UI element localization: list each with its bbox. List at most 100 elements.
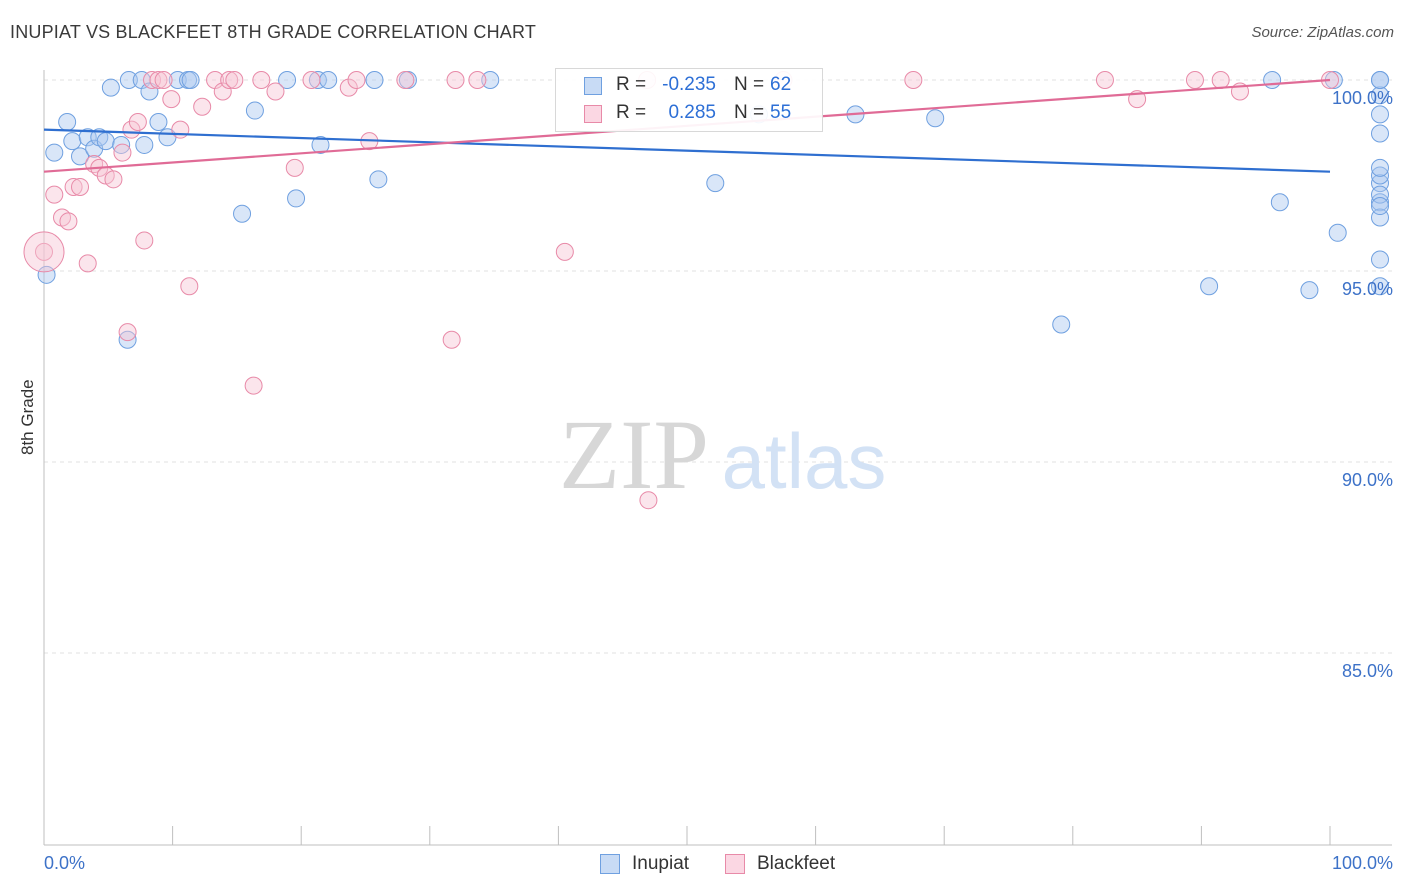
inupiat-point [45,143,64,162]
n-label: N = [734,102,765,123]
tick-labels: 100.0% 95.0% 90.0% 85.0% 0.0% 100.0% [44,88,1393,873]
inupiat-point [168,71,187,89]
blackfeet-point [555,242,574,261]
inupiat-point [1371,86,1389,105]
inupiat-point [96,132,115,151]
blackfeet-point-large [23,231,65,273]
blackfeet-point [285,158,304,177]
n-value: 62 [770,74,792,95]
blackfeet-point [149,71,168,89]
inupiat-point [149,113,168,132]
inupiat-point [1371,193,1389,212]
blackfeet-point [213,82,232,101]
blackfeet-point [122,120,141,139]
blackfeet-point [71,177,90,196]
r-label: R = [616,102,647,123]
x-tick-label: 100.0% [1332,853,1393,873]
n-value: 55 [770,102,792,123]
inupiat-point [1052,315,1071,334]
y-tick-label: 100.0% [1332,88,1393,108]
blackfeet-point [113,143,132,162]
blackfeet-point [180,277,199,296]
axes [43,70,1392,846]
blackfeet-point [154,71,173,89]
inupiat-point [58,113,77,132]
inupiat-point [112,135,131,154]
blackfeet-point [35,242,53,261]
r-value: -0.235 [662,74,716,95]
watermark-zip: ZIP [559,399,709,510]
inupiat-point [319,71,338,89]
inupiat-point [365,71,384,89]
legend-label: Blackfeet [757,853,836,874]
inupiat-point [287,189,306,208]
inupiat-point [311,135,330,154]
blackfeet-point [266,82,285,101]
inupiat-point [135,135,154,154]
blackfeet-point [220,71,239,89]
blackfeet-point [1211,71,1230,89]
stats-box: R = -0.235 N = 62 R = 0.285 N = 55 [555,68,823,132]
inupiat-trend-line [43,128,1331,173]
y-tick-label: 90.0% [1342,470,1393,490]
blackfeet-point [1095,71,1114,89]
blackfeet-point [302,71,321,89]
inupiat-point [1371,105,1389,124]
inupiat-point [1300,281,1319,300]
blackfeet-point [128,113,147,132]
inupiat-point [101,78,120,97]
r-label: R = [616,74,647,95]
blackfeet-point [64,177,83,196]
inupiat-point [1263,71,1282,89]
chart-title: INUPIAT VS BLACKFEET 8TH GRADE CORRELATI… [10,22,537,42]
inupiat-point [233,204,252,223]
inupiat-point [926,109,945,128]
inupiat-point [1371,277,1389,296]
inupiat-point [1371,124,1389,143]
inupiat-point [1328,223,1347,242]
blackfeet-point [442,330,461,349]
blackfeet-point [244,376,263,395]
inupiat-point [118,330,137,349]
inupiat-point [119,71,138,89]
blackfeet-point [252,71,271,89]
blackfeet-point [347,71,366,89]
inupiat-point [1371,166,1389,185]
blackfeet-point [446,71,465,89]
blackfeet-point [162,90,181,109]
inupiat-point [71,147,90,166]
inupiat-point [706,174,725,193]
source-label: Source: ZipAtlas.com [1251,24,1394,41]
blackfeet-point [639,491,658,510]
inupiat-point [369,170,388,189]
y-axis-label: 8th Grade [18,379,37,455]
inupiat-point [1270,193,1289,212]
gridlines [44,79,1392,654]
inupiat-point [181,71,200,89]
blackfeet-point [193,97,212,116]
inupiat-point [308,71,327,89]
inupiat-point [1371,71,1389,89]
blackfeet-point [104,170,123,189]
blackfeet-point [59,212,78,231]
blackfeet-point [78,254,97,273]
blackfeet-point [171,120,190,139]
x-tick-label: 0.0% [44,853,85,873]
blackfeet-point [396,71,415,89]
blackfeet-swatch [584,105,602,123]
inupiat-point [278,71,297,89]
y-tick-label: 85.0% [1342,661,1393,681]
blackfeet-point [118,323,137,342]
inupiat-point [245,101,264,120]
blackfeet-point [904,71,923,89]
inupiat-point [481,71,500,89]
inupiat-point [1371,197,1389,216]
blackfeet-point [225,71,244,89]
blackfeet-point [339,78,358,97]
r-value: 0.285 [668,102,716,123]
blackfeet-point [1185,71,1204,89]
inupiat-point [1371,158,1389,177]
inupiat-point [1200,277,1219,296]
inupiat-legend-swatch [600,854,620,874]
